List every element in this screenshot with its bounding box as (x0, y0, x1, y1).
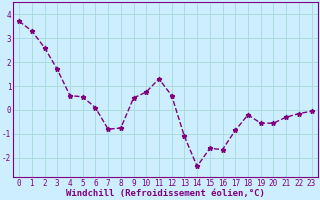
X-axis label: Windchill (Refroidissement éolien,°C): Windchill (Refroidissement éolien,°C) (66, 189, 265, 198)
